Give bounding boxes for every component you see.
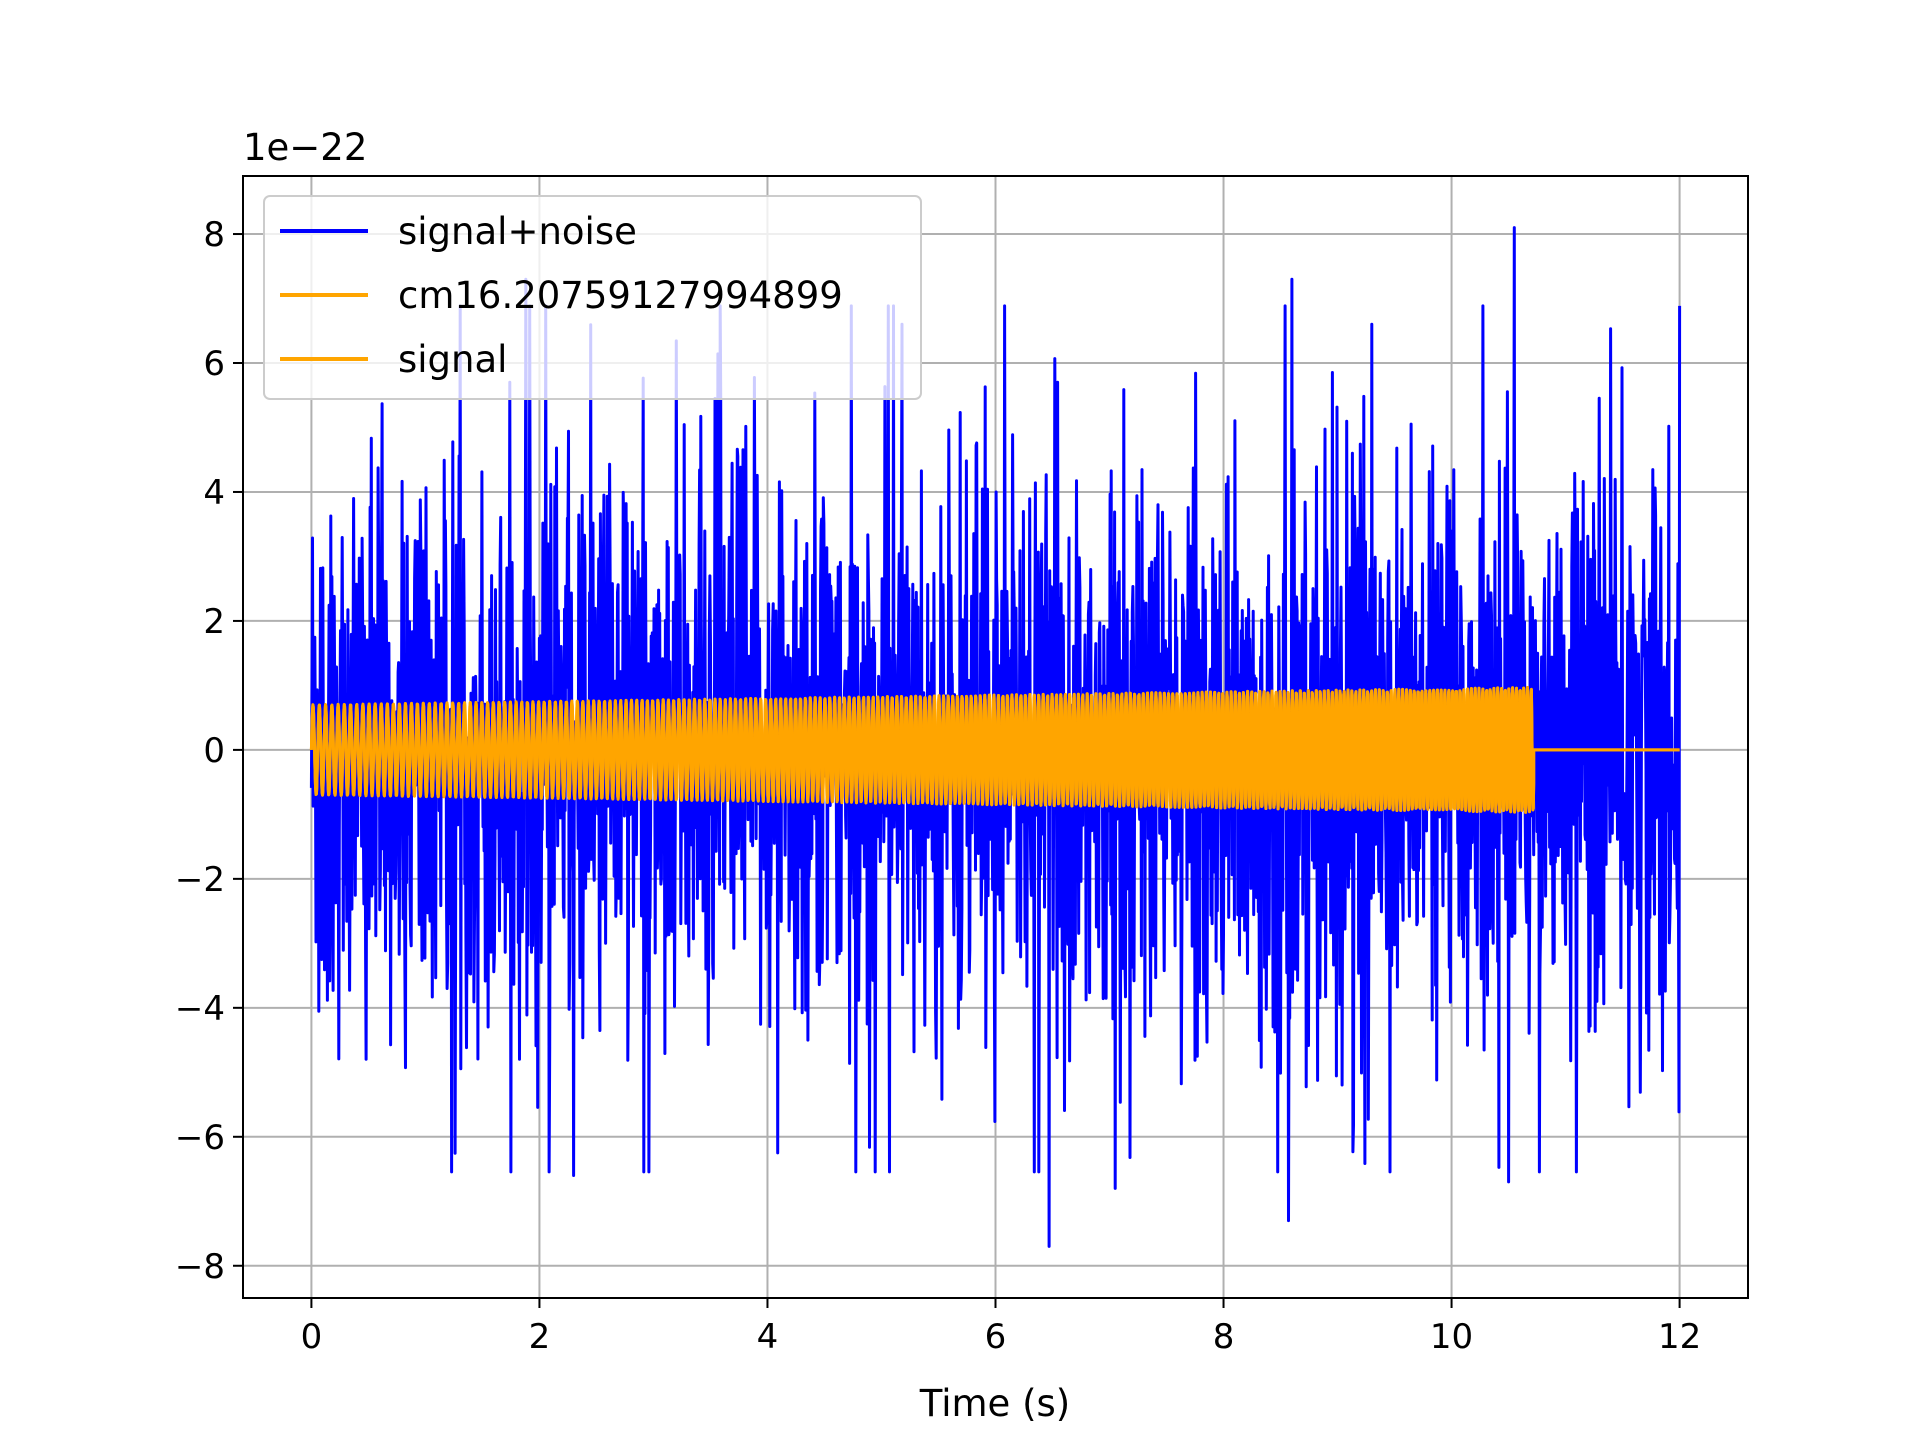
signal-line xyxy=(309,686,1680,814)
y-tick-label: 2 xyxy=(203,602,225,642)
legend-label-cm: cm16.20759127994899 xyxy=(398,274,843,317)
legend: signal+noise cm16.20759127994899 signal xyxy=(263,195,922,400)
legend-box xyxy=(263,195,922,400)
y-tick-label: −6 xyxy=(175,1118,225,1158)
y-tick-label: −4 xyxy=(175,989,225,1029)
axis-ticks: 0 2 4 6 8 10 12 −8 −6 −4 −2 0 2 4 6 8 xyxy=(175,215,1701,1357)
x-tick-label: 4 xyxy=(757,1317,779,1357)
y-tick-label: 4 xyxy=(203,473,225,513)
x-tick-label: 8 xyxy=(1213,1317,1235,1357)
x-tick-label: 12 xyxy=(1658,1317,1701,1357)
legend-label-signal: signal xyxy=(398,338,507,381)
legend-label-signal-noise: signal+noise xyxy=(398,210,637,253)
x-axis-label: Time (s) xyxy=(919,1382,1070,1425)
y-tick-label: −2 xyxy=(175,860,225,900)
x-tick-label: 2 xyxy=(529,1317,551,1357)
y-tick-label: 6 xyxy=(203,344,225,384)
x-tick-label: 0 xyxy=(301,1317,323,1357)
x-tick-label: 6 xyxy=(985,1317,1007,1357)
y-tick-label: 0 xyxy=(203,731,225,771)
y-tick-label: 8 xyxy=(203,215,225,255)
y-tick-label: −8 xyxy=(175,1247,225,1287)
y-offset-label: 1e−22 xyxy=(243,126,367,169)
x-tick-label: 10 xyxy=(1430,1317,1473,1357)
